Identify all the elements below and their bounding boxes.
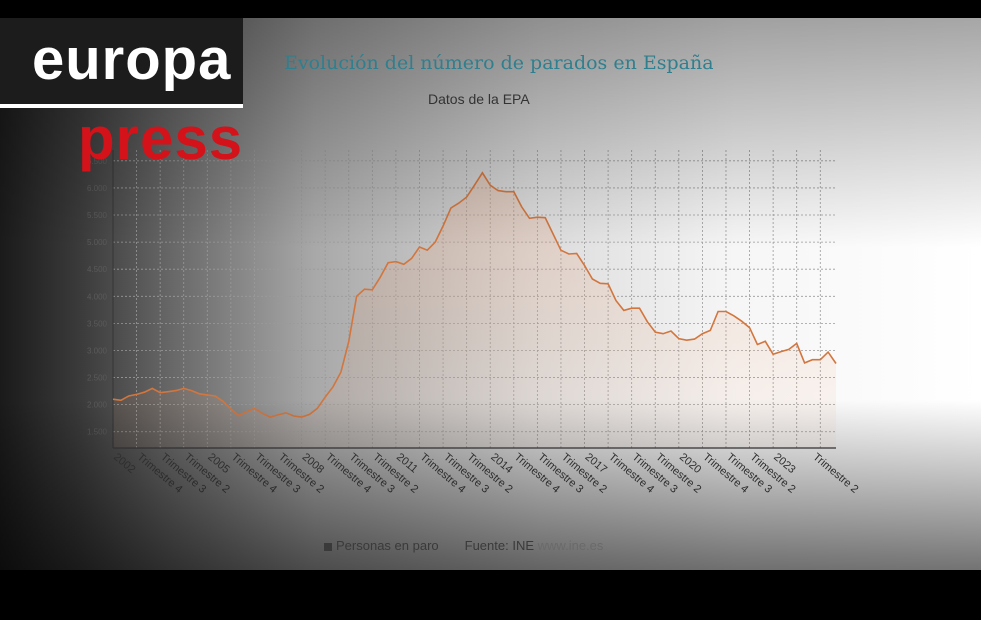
legend-source-name: INE	[512, 538, 535, 553]
logo-word-europa: europa	[32, 27, 232, 92]
x-tick-label: 2002	[111, 451, 137, 476]
legend-swatch	[324, 542, 332, 551]
legend-source-prefix: Fuente:	[464, 538, 509, 553]
y-tick-label: 5.500	[87, 211, 108, 220]
chart-subtitle: Datos de la EPA	[428, 91, 530, 107]
y-tick-label: 2.500	[87, 374, 108, 383]
y-tick-label: 5.000	[87, 238, 108, 247]
y-tick-label: 4.500	[87, 265, 108, 274]
legend: Personas en paro Fuente: INE www.ine.es	[324, 538, 603, 553]
y-tick-label: 3.500	[87, 319, 108, 328]
logo-background	[0, 18, 243, 104]
y-tick-label: 2.000	[87, 401, 108, 410]
y-tick-label: 6.500	[87, 157, 108, 166]
y-tick-labels: 1.500 2.000 2.500 3.000 3.500 4.000 4.500 5.000…	[87, 157, 108, 437]
y-tick-label: 6.000	[87, 184, 108, 193]
legend-series-label: Personas en paro	[336, 538, 439, 553]
series-area	[113, 172, 836, 449]
y-tick-label: 3.000	[87, 346, 108, 355]
logo-word-press: press	[78, 105, 244, 172]
logo-divider	[0, 104, 243, 108]
video-frame: 1.500 2.000 2.500 3.000 3.500 4.000 4.500 5.000…	[0, 18, 981, 570]
legend-source-url: www.ine.es	[537, 538, 604, 553]
chart-title: Evolución del número de parados en Españ…	[284, 52, 714, 74]
y-tick-label: 1.500	[87, 428, 108, 437]
y-tick-label: 4.000	[87, 292, 108, 301]
x-tick-label: Trimestre 2	[810, 451, 860, 496]
